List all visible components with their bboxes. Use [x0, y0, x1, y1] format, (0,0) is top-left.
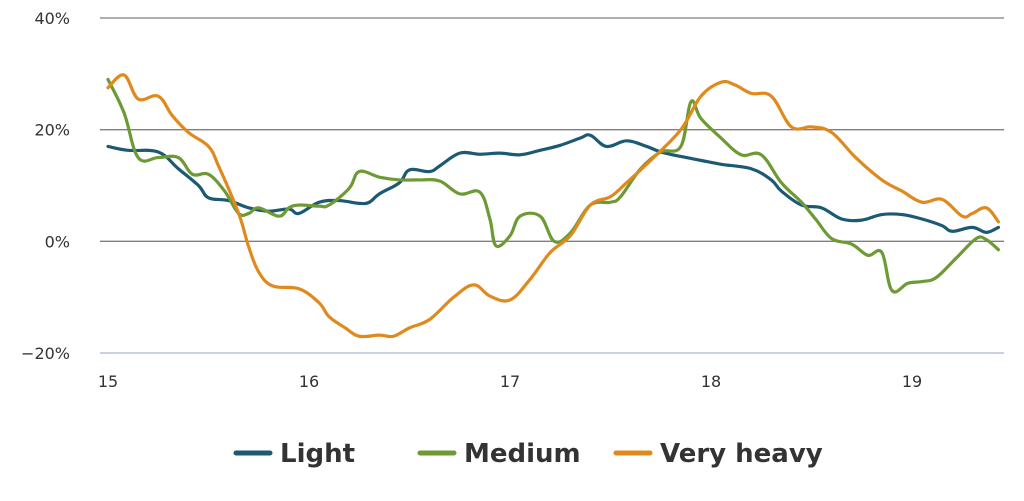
x-axis-tick-labels: 15 16 17 18 19 — [98, 372, 922, 391]
legend: Light Medium Very heavy — [233, 439, 823, 469]
x-tick-label-2: 17 — [500, 372, 520, 391]
legend-label-medium: Medium — [464, 439, 581, 469]
y-tick-label-3: −20% — [21, 344, 70, 363]
legend-label-light: Light — [280, 439, 355, 469]
x-tick-label-1: 16 — [299, 372, 319, 391]
y-axis-tick-labels: 40% 20% 0% −20% — [21, 9, 70, 363]
grid-lines — [100, 17, 1004, 354]
legend-label-very-heavy: Very heavy — [660, 439, 823, 469]
series-lines — [106, 73, 1001, 339]
series-line-medium — [106, 77, 1001, 294]
x-tick-label-3: 18 — [701, 372, 721, 391]
x-tick-label-4: 19 — [902, 372, 922, 391]
y-tick-label-2: 0% — [45, 232, 70, 251]
y-tick-label-0: 40% — [34, 9, 70, 28]
series-line-very-heavy — [106, 73, 1001, 339]
y-tick-label-1: 20% — [34, 121, 70, 140]
x-tick-label-0: 15 — [98, 372, 118, 391]
series-line-light — [106, 133, 1001, 234]
